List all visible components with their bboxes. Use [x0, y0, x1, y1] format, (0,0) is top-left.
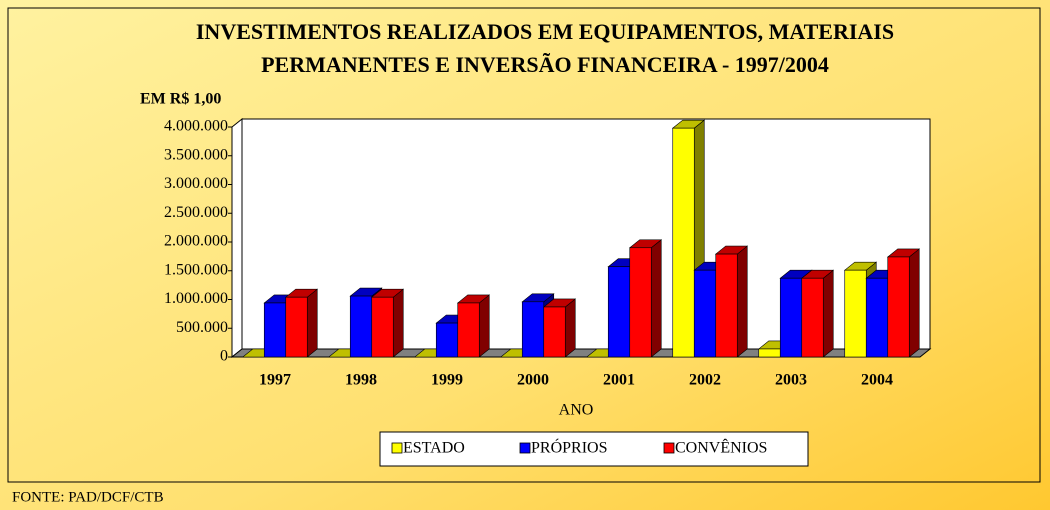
bar	[435, 322, 459, 358]
bar	[715, 253, 738, 358]
legend-swatch	[391, 442, 403, 454]
y-tick-label: 3.500.000	[164, 146, 228, 163]
x-tick-label: 1997	[259, 372, 291, 389]
side-wall	[231, 117, 243, 359]
bar	[543, 306, 566, 358]
y-tick-label: 1.500.000	[164, 261, 228, 278]
source: FONTE: PAD/DCF/CTB	[12, 489, 164, 505]
bar-side	[908, 248, 920, 358]
legend	[379, 431, 809, 467]
bar	[521, 301, 545, 358]
y-tick-label: 0	[220, 348, 228, 365]
bar-side	[822, 269, 834, 358]
x-tick-label: 2004	[861, 372, 893, 389]
y-tick-label: 2.000.000	[164, 233, 228, 250]
bar	[285, 296, 308, 358]
bar	[844, 269, 867, 358]
bar-side	[736, 245, 748, 358]
legend-label: PRÓPRIOS	[531, 438, 607, 457]
y-tick-label: 3.000.000	[164, 175, 228, 192]
bar	[865, 277, 889, 358]
legend-swatch	[663, 442, 675, 454]
bar	[887, 256, 910, 358]
frame	[7, 7, 1041, 483]
y-tick-label: 4.000.000	[164, 118, 228, 135]
bar	[801, 277, 824, 358]
bar	[629, 247, 652, 358]
x-axis-label: ANO	[559, 402, 594, 419]
bar	[371, 296, 394, 358]
bar	[779, 277, 803, 358]
y-tick-label: 1.000.000	[164, 290, 228, 307]
x-tick-label: 2003	[775, 372, 807, 389]
bar-side	[650, 239, 662, 358]
x-tick-label: 2000	[517, 372, 549, 389]
chart-title-line: PERMANENTES E INVERSÃO FINANCEIRA - 1997…	[261, 52, 829, 77]
x-tick-label: 2002	[689, 372, 721, 389]
bar-side	[478, 294, 490, 358]
bar	[758, 348, 781, 358]
legend-label: ESTADO	[403, 440, 465, 457]
x-tick-label: 1998	[345, 372, 377, 389]
bar-side	[306, 288, 318, 358]
unit-label: EM R$ 1,00	[140, 91, 221, 108]
x-tick-label: 1999	[431, 372, 463, 389]
legend-swatch	[519, 442, 531, 454]
chart-title-line: INVESTIMENTOS REALIZADOS EM EQUIPAMENTOS…	[196, 19, 894, 44]
bar-side	[392, 288, 404, 358]
bar	[263, 302, 287, 358]
bar	[693, 269, 717, 358]
y-tick-label: 500.000	[176, 319, 228, 336]
bar-side	[564, 298, 576, 358]
legend-label: CONVÊNIOS	[675, 438, 767, 457]
bar	[349, 295, 373, 358]
bar	[672, 127, 695, 358]
bar	[457, 302, 480, 358]
bar	[607, 266, 631, 358]
y-tick-label: 2.500.000	[164, 204, 228, 221]
x-tick-label: 2001	[603, 372, 635, 389]
